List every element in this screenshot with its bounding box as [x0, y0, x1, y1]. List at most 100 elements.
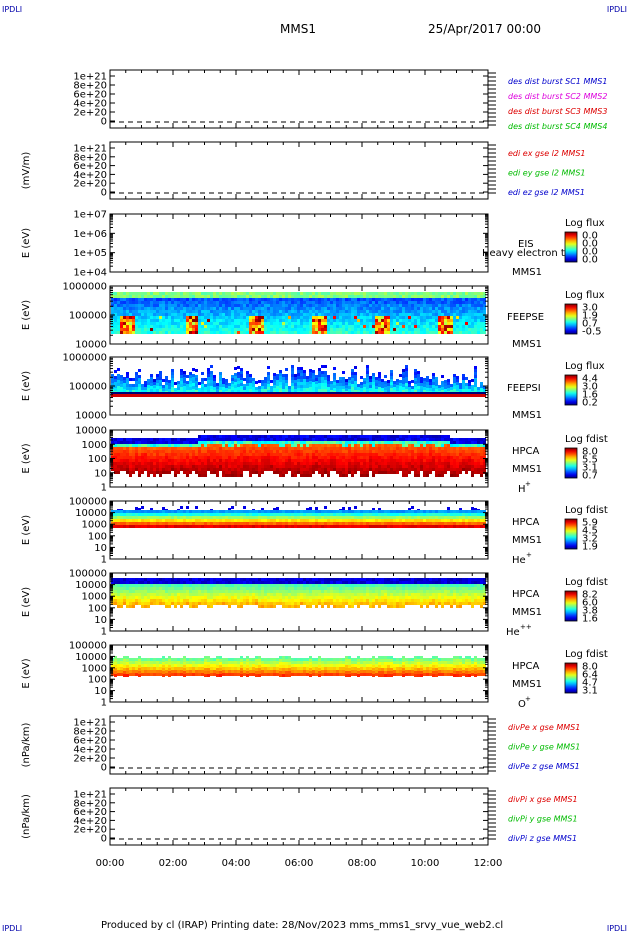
spectrogram-cell [234, 382, 237, 385]
spectrogram-cell [243, 322, 246, 325]
spectrogram-cell [291, 365, 294, 368]
spectrogram-cell [162, 465, 165, 468]
spectrogram-cell [477, 459, 480, 462]
spectrogram-cell [447, 382, 450, 385]
spectrogram-cell [195, 447, 198, 450]
spectrogram-cell [141, 459, 144, 462]
spectrogram-cell [390, 468, 393, 471]
spectrogram-cell [327, 322, 330, 325]
spectrogram-cell [342, 450, 345, 453]
spectrogram-cell [402, 459, 405, 462]
spectrogram-cell [207, 394, 210, 397]
spectrogram-cell [252, 444, 255, 447]
spectrogram-cell [249, 316, 252, 319]
spectrogram-cell [399, 438, 402, 441]
spectrogram-cell [309, 387, 312, 390]
spectrogram-cell [270, 435, 273, 438]
spectrogram-cell [174, 456, 177, 459]
spectrogram-cell [459, 331, 462, 334]
spectrogram-cell [231, 453, 234, 456]
spectrogram-cell [348, 465, 351, 468]
spectrogram-cell [132, 292, 135, 295]
spectrogram-cell [243, 331, 246, 334]
spectrogram-cell [114, 304, 117, 307]
spectrogram-cell [213, 453, 216, 456]
spectrogram-cell [183, 450, 186, 453]
spectrogram-cell [129, 390, 132, 393]
spectrogram-cell [237, 453, 240, 456]
spectrogram-cell [384, 384, 387, 387]
spectrogram-cell [390, 307, 393, 310]
spectrogram-cell [285, 383, 288, 386]
spectrogram-cell [429, 382, 432, 385]
spectrogram-cell [120, 295, 123, 298]
spectrogram-cell [282, 377, 285, 380]
spectrogram-cell [333, 435, 336, 438]
spectrogram-cell [336, 468, 339, 471]
spectrogram-cell [279, 438, 282, 441]
spectrogram-cell [390, 453, 393, 456]
spectrogram-cell [144, 307, 147, 310]
spectrogram-cell [483, 389, 486, 392]
spectrogram-cell [411, 435, 414, 438]
spectrogram-cell [165, 319, 168, 322]
spectrogram-cell [147, 379, 150, 382]
spectrogram-cell [384, 392, 387, 394]
spectrogram-cell [465, 328, 468, 331]
spectrogram-cell [303, 462, 306, 465]
spectrogram-cell [465, 316, 468, 319]
spectrogram-cell [414, 394, 417, 397]
spectrogram-cell [252, 456, 255, 459]
spectrogram-cell [264, 295, 267, 298]
spectrogram-cell [468, 444, 471, 447]
spectrogram-cell [180, 444, 183, 447]
spectrogram-cell [348, 468, 351, 471]
spectrogram-cell [207, 468, 210, 471]
spectrogram-cell [393, 310, 396, 313]
spectrogram-cell [339, 304, 342, 307]
spectrogram-cell [204, 459, 207, 462]
spectrogram-cell [159, 377, 162, 380]
spectrogram-cell [258, 456, 261, 459]
spectrogram-cell [264, 325, 267, 328]
spectrogram-cell [333, 373, 336, 376]
spectrogram-cell [150, 441, 153, 444]
spectrogram-cell [210, 383, 213, 386]
spectrogram-cell [123, 453, 126, 456]
spectrogram-cell [303, 322, 306, 325]
spectrogram-cell [309, 453, 312, 456]
spectrogram-cell [357, 387, 360, 390]
spectrogram-cell [228, 453, 231, 456]
spectrogram-cell [153, 295, 156, 298]
spectrogram-cell [372, 465, 375, 468]
spectrogram-cell [345, 379, 348, 382]
spectrogram-cell [312, 307, 315, 310]
spectrogram-cell [372, 328, 375, 331]
spectrogram-cell [297, 322, 300, 325]
spectrogram-cell [417, 325, 420, 328]
spectrogram-cell [129, 384, 132, 387]
spectrogram-cell [186, 325, 189, 328]
spectrogram-cell [366, 307, 369, 310]
spectrogram-cell [459, 310, 462, 313]
spectrogram-cell [249, 307, 252, 310]
spectrogram-cell [135, 310, 138, 313]
spectrogram-cell [363, 301, 366, 304]
spectrogram-cell [120, 459, 123, 462]
spectrogram-cell [231, 322, 234, 325]
spectrogram-cell [429, 322, 432, 325]
spectrogram-cell [219, 304, 222, 307]
spectrogram-cell [168, 444, 171, 447]
spectrogram-cell [264, 316, 267, 319]
spectrogram-cell [192, 438, 195, 441]
spectrogram-cell [387, 444, 390, 447]
spectrogram-cell [327, 295, 330, 298]
spectrogram-cell [369, 319, 372, 322]
spectrogram-cell [138, 471, 141, 474]
spectrogram-cell [468, 325, 471, 328]
spectrogram-cell [312, 435, 315, 438]
spectrogram-cell [294, 444, 297, 447]
spectrogram-cell [381, 471, 384, 474]
spectrogram-cell [276, 438, 279, 441]
spectrogram-cell [168, 328, 171, 331]
